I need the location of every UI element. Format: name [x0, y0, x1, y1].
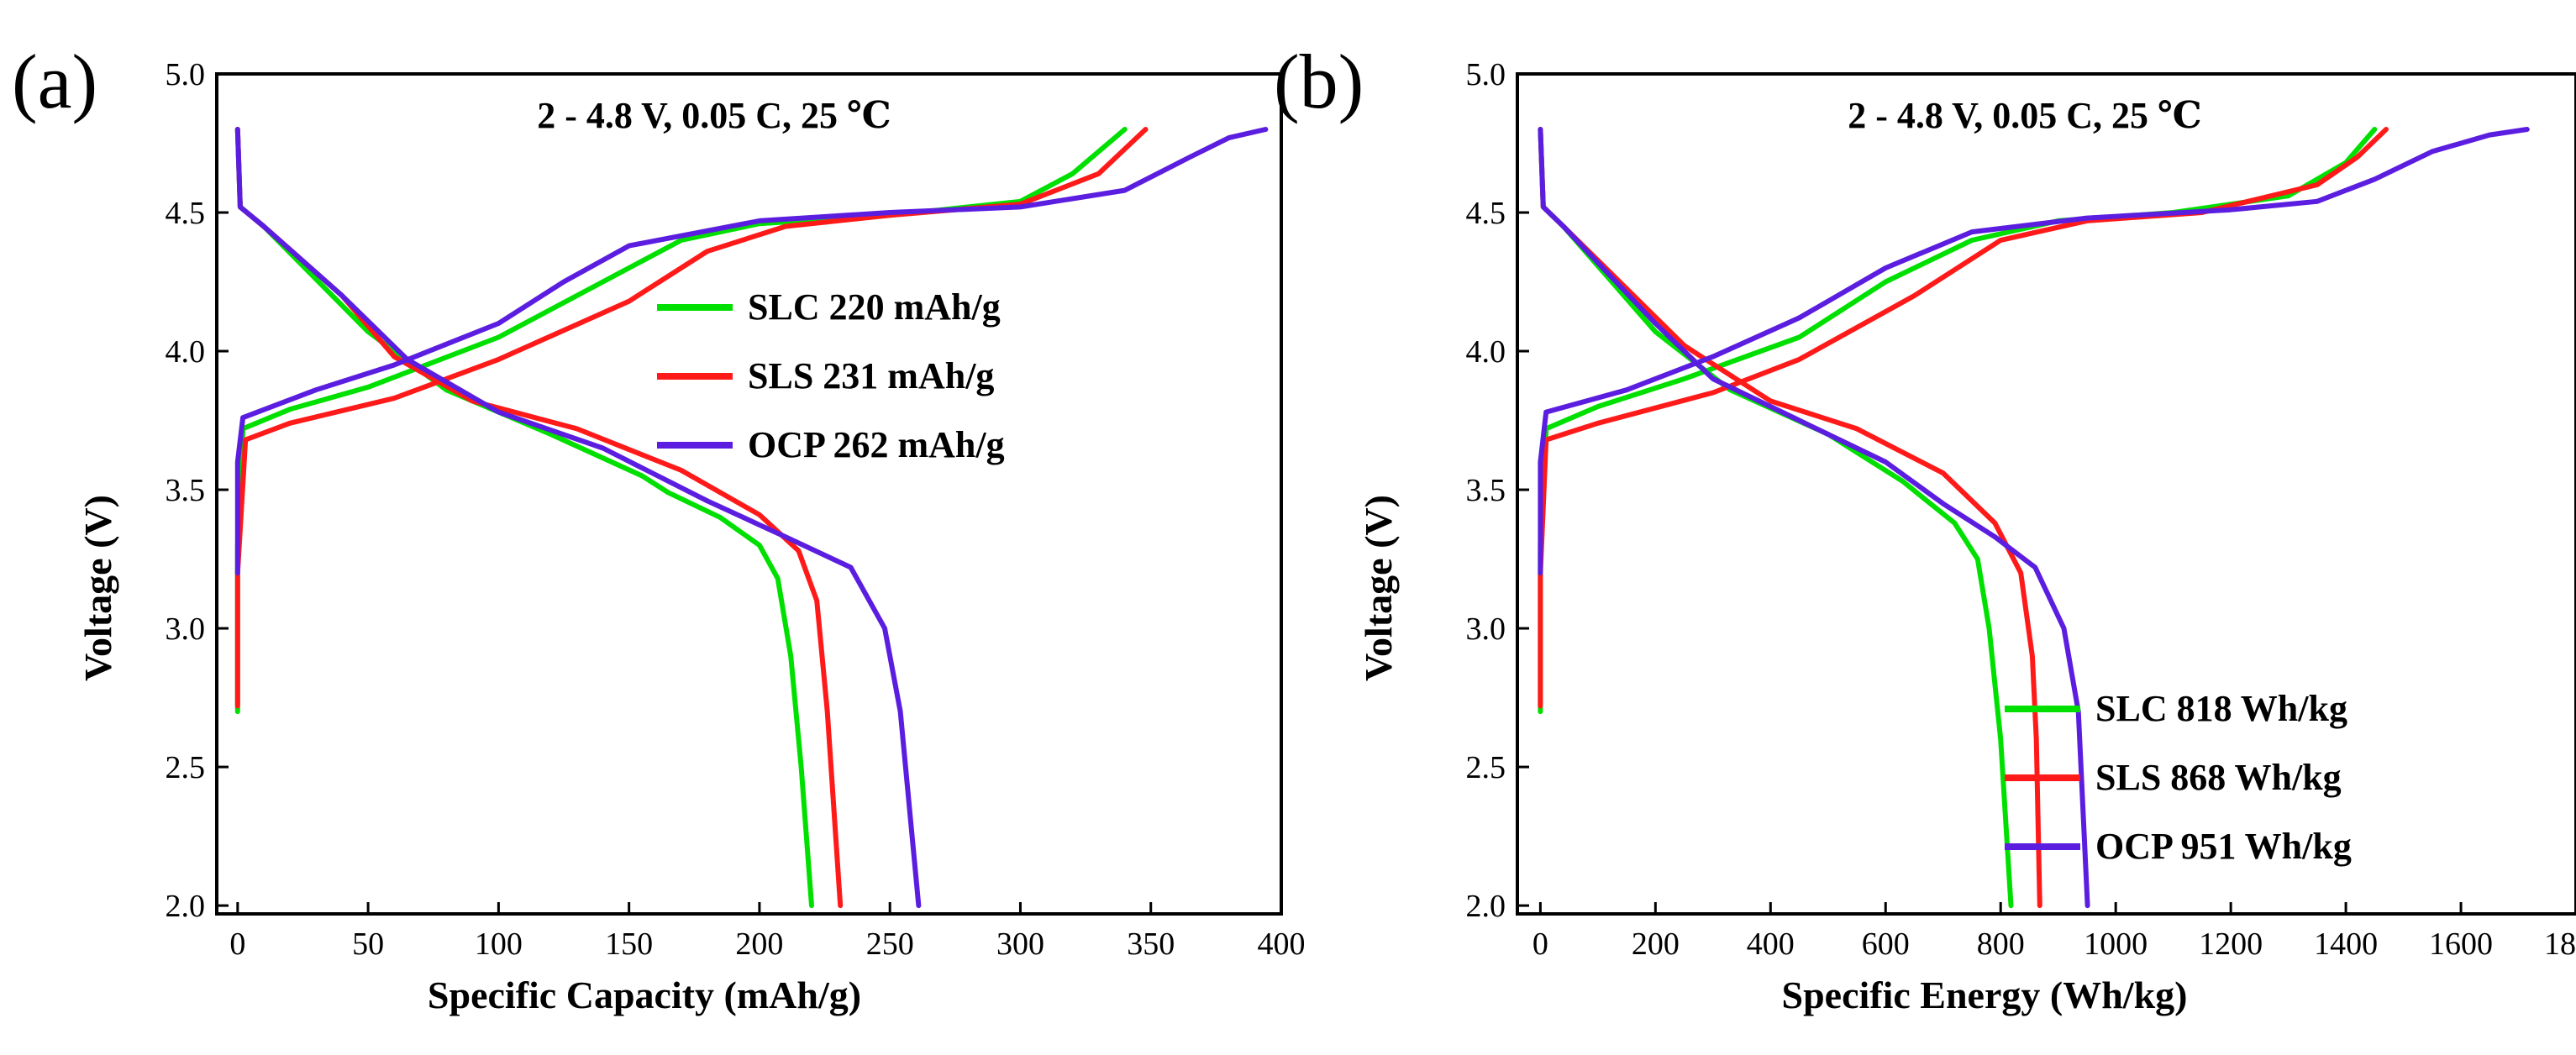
series-slc-charge-curve — [1538, 127, 2378, 715]
x-tick-label: 600 — [1862, 926, 1910, 962]
series-ocp-charge-curve — [234, 127, 1269, 576]
panel-a-legend-label-slc: SLC 220 mAh/g — [748, 286, 1001, 328]
panel-b-plot-frame — [1516, 72, 2576, 916]
panel-a-legend: SLC 220 mAh/g SLS 231 mAh/g OCP 262 mAh/… — [657, 286, 1005, 465]
x-tick-label: 1200 — [2199, 926, 2263, 962]
panel-a-plot-frame — [215, 72, 1283, 916]
y-tick-label: 3.5 — [166, 473, 206, 508]
y-tick-label: 4.5 — [1466, 196, 1506, 231]
y-tick-label: 2.0 — [166, 889, 206, 924]
y-tick-label: 3.0 — [1466, 611, 1506, 647]
panel-b-legend-label-ocp: OCP 951 Wh/kg — [2095, 826, 2352, 867]
x-tick-label: 200 — [735, 926, 783, 962]
panel-b: (b) Voltage (V) Specific Energy (Wh/kg) … — [1274, 39, 2576, 1016]
panel-a-condition-annotation: 2 - 4.8 V, 0.05 C, 25 ℃ — [537, 95, 891, 136]
x-tick-label: 1000 — [2084, 926, 2148, 962]
x-tick-label: 1600 — [2429, 926, 2493, 962]
y-tick-label: 5.0 — [1466, 57, 1506, 92]
x-tick-label: 1800 — [2544, 926, 2576, 962]
panel-a-x-axis-title: Specific Capacity (mAh/g) — [428, 974, 861, 1016]
series-sls-charge-curve — [1538, 127, 2389, 709]
y-tick-label: 5.0 — [166, 57, 206, 92]
x-tick-label: 350 — [1127, 926, 1175, 962]
x-tick-label: 1400 — [2314, 926, 2378, 962]
panel-b-condition-annotation: 2 - 4.8 V, 0.05 C, 25 ℃ — [1848, 95, 2201, 136]
panel-a-y-axis-title: Voltage (V) — [76, 495, 119, 681]
series-sls-discharge-curve — [234, 127, 844, 909]
panel-a: (a) Voltage (V) Specific Capacity (mAh/g… — [12, 39, 1306, 1016]
y-tick-label: 3.0 — [166, 611, 206, 647]
panel-a-ticks: 0 50 100 150 200 250 300 350 400 2.0 2.5 3.0 3.5 4.0 4… — [166, 57, 1306, 962]
x-tick-label: 400 — [1258, 926, 1306, 962]
y-tick-label: 2.5 — [1466, 750, 1506, 785]
x-tick-label: 0 — [1532, 926, 1548, 962]
panel-b-legend-label-slc: SLC 818 Wh/kg — [2095, 688, 2347, 729]
series-slc-charge-curve — [234, 127, 1128, 715]
y-tick-label: 4.0 — [166, 334, 206, 370]
series-sls-charge-curve — [234, 127, 1149, 709]
panel-b-legend-label-sls: SLS 868 Wh/kg — [2095, 757, 2342, 798]
x-tick-label: 200 — [1632, 926, 1680, 962]
y-tick-label: 3.5 — [1466, 473, 1506, 508]
panel-b-legend: SLC 818 Wh/kg SLS 868 Wh/kg OCP 951 Wh/k… — [2005, 688, 2352, 867]
series-ocp-charge-curve — [1538, 127, 2530, 576]
panel-a-curves — [234, 127, 1269, 909]
series-ocp-discharge-curve — [1538, 127, 2090, 909]
x-tick-label: 300 — [996, 926, 1044, 962]
x-tick-label: 250 — [866, 926, 914, 962]
x-tick-label: 100 — [475, 926, 523, 962]
panel-b-label: (b) — [1274, 39, 1364, 124]
panel-a-legend-label-sls: SLS 231 mAh/g — [748, 355, 994, 396]
x-tick-label: 150 — [605, 926, 653, 962]
x-tick-label: 0 — [229, 926, 245, 962]
panel-a-label: (a) — [12, 39, 97, 124]
x-tick-label: 50 — [352, 926, 384, 962]
y-tick-label: 4.0 — [1466, 334, 1506, 370]
panel-b-curves — [1538, 127, 2530, 909]
panel-a-legend-label-ocp: OCP 262 mAh/g — [748, 424, 1005, 465]
panel-b-x-axis-title: Specific Energy (Wh/kg) — [1782, 974, 2188, 1016]
panel-b-y-axis-title: Voltage (V) — [1357, 495, 1400, 681]
x-tick-label: 400 — [1747, 926, 1795, 962]
y-tick-label: 2.0 — [1466, 889, 1506, 924]
series-ocp-discharge-curve — [234, 127, 922, 909]
y-tick-label: 4.5 — [166, 196, 206, 231]
x-tick-label: 800 — [1977, 926, 2025, 962]
panel-b-ticks: 0 200 400 600 800 1000 1200 1400 1600 1800 2.0 2.5 3… — [1466, 57, 2576, 962]
y-tick-label: 2.5 — [166, 750, 206, 785]
